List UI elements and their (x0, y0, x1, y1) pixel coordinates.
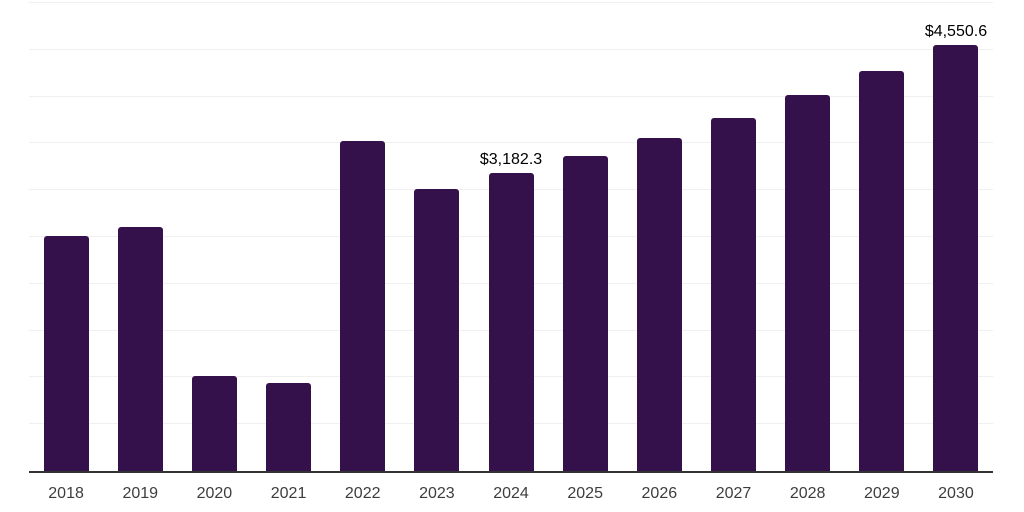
x-axis-label-2027: 2027 (715, 485, 752, 502)
bar-2022[interactable] (340, 140, 386, 471)
bar-slot (400, 3, 474, 471)
x-axis-label-2020: 2020 (196, 485, 233, 502)
x-axis-label-2024: 2024 (493, 485, 529, 502)
bar-slot (622, 3, 696, 471)
bar-value-label-2024: $3,182.3 (479, 150, 543, 168)
x-axis-label-2019: 2019 (122, 485, 159, 502)
x-axis-label-2018: 2018 (48, 485, 84, 502)
bar-2030[interactable] (933, 45, 979, 471)
x-axis-label-2022: 2022 (344, 485, 381, 502)
bar-2020[interactable] (191, 376, 237, 471)
x-axis-line (29, 471, 993, 473)
x-axis-label-2030: 2030 (938, 485, 974, 502)
bar-slot (29, 3, 103, 471)
x-axis-label-2026: 2026 (641, 485, 678, 502)
x-axis-label-2021: 2021 (270, 485, 307, 502)
bar-2029[interactable] (859, 71, 905, 471)
bar-2024[interactable] (488, 173, 534, 471)
x-axis-labels: 2018 2019 2020 2021 2022 2023 2024 2025 2026 2027… (29, 484, 993, 503)
bar-slot: $4,550.6 (919, 3, 993, 471)
bar-2023[interactable] (414, 189, 460, 471)
bar-slot (696, 3, 770, 471)
bar-slot: $3,182.3 (474, 3, 548, 471)
bar-slot (177, 3, 251, 471)
bar-2025[interactable] (562, 156, 608, 471)
x-axis-label-2029: 2029 (864, 485, 900, 502)
x-axis-label-2023: 2023 (419, 485, 455, 502)
bar-slot (771, 3, 845, 471)
gridline (29, 48, 993, 50)
gridline (29, 142, 993, 144)
bars-container: $3,182.3 $4,550.6 (29, 3, 993, 471)
bar-2027[interactable] (710, 117, 756, 471)
bar-slot (326, 3, 400, 471)
bar-slot (103, 3, 177, 471)
bar-2026[interactable] (636, 137, 682, 471)
gridline (29, 95, 993, 97)
bar-2019[interactable] (117, 227, 163, 471)
bar-value-label-2030: $4,550.6 (924, 22, 988, 40)
x-axis-label-2028: 2028 (789, 485, 826, 502)
bar-2018[interactable] (43, 236, 89, 471)
gridline (29, 2, 993, 3)
bar-slot (251, 3, 325, 471)
bar-2021[interactable] (266, 382, 312, 471)
plot-area: $3,182.3 $4,550.6 (29, 2, 993, 473)
x-axis-label-2025: 2025 (567, 485, 603, 502)
bar-slot (548, 3, 622, 471)
bar-2028[interactable] (785, 94, 831, 471)
bar-slot (845, 3, 919, 471)
